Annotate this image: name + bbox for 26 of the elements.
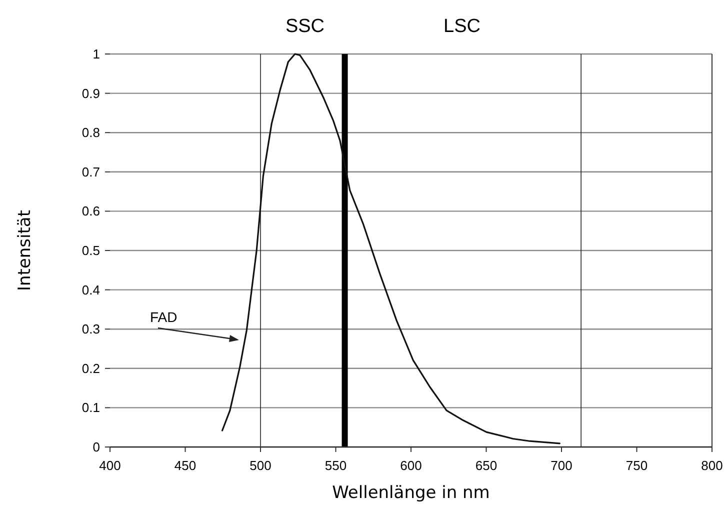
x-tick-label: 650	[475, 458, 498, 473]
y-axis-title: Intensität	[15, 210, 35, 292]
x-tick-label: 500	[250, 458, 272, 473]
y-tick-label: 0.6	[82, 204, 100, 219]
x-tick-label: 600	[400, 458, 422, 473]
x-tick-label: 700	[550, 458, 572, 473]
y-tick-label: 0.2	[82, 360, 100, 376]
text: LSC	[444, 16, 480, 37]
annotation: FAD	[150, 309, 178, 325]
x-tick-label: 450	[174, 458, 196, 473]
y-tick-label: 0.4	[82, 282, 100, 298]
y-tick-label: 0.1	[82, 400, 100, 416]
y-tick-label: 0.9	[82, 86, 100, 101]
x-tick-label: 550	[324, 458, 347, 473]
x-tick-label: 400	[99, 458, 121, 473]
line-series	[221, 53, 560, 444]
y-tick-label: 1	[92, 46, 100, 62]
x-axis-title: Wellenlänge in nm	[332, 483, 490, 503]
y-tick-label: 0	[92, 440, 100, 454]
y-tick-label: 0.3	[82, 322, 100, 337]
y-tick-label: 0.5	[82, 243, 100, 258]
text: SSC	[285, 16, 325, 37]
y-tick-label: 0.8	[82, 125, 100, 140]
x-tick-label: 750	[626, 458, 648, 473]
x-tick-label: 800	[701, 458, 723, 473]
y-tick-label: 0.7	[82, 164, 100, 180]
